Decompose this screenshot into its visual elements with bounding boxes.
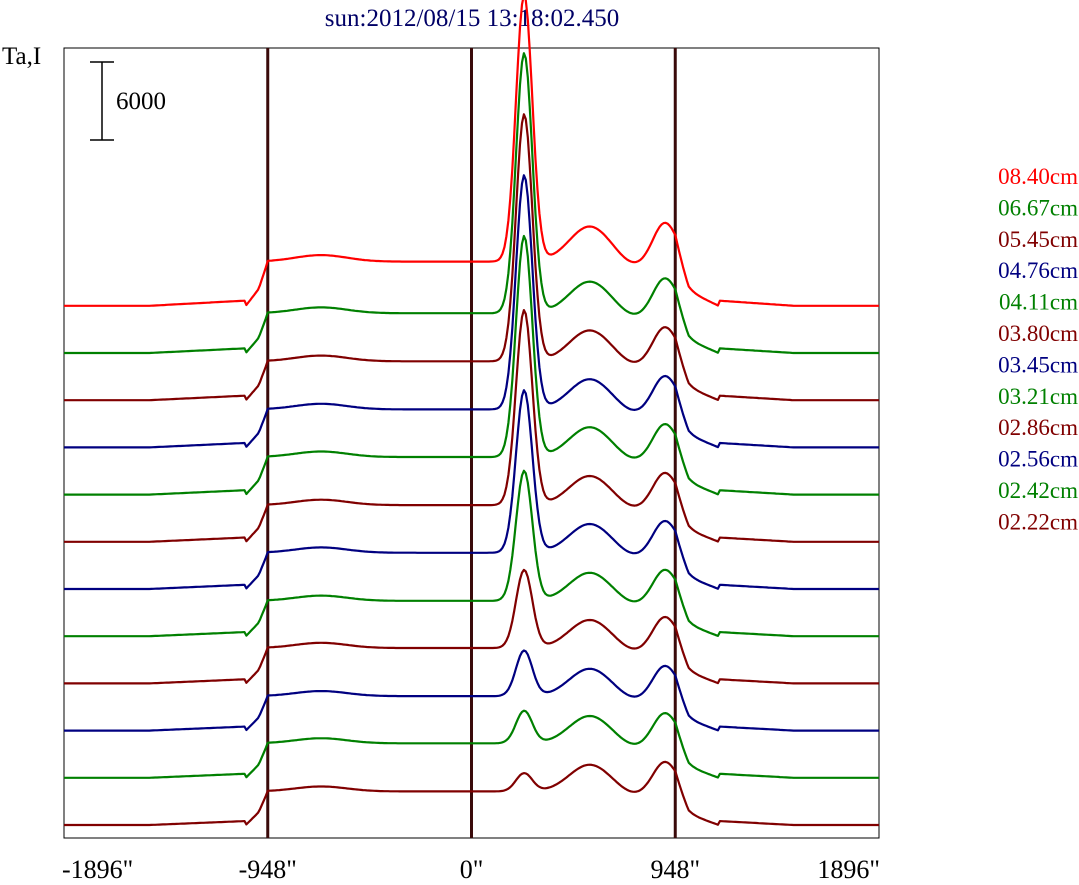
- series-line-11: [64, 760, 879, 827]
- y-axis-label: Ta,I: [2, 43, 41, 70]
- scale-bar: 6000: [90, 61, 166, 141]
- series-line-4: [64, 234, 879, 496]
- legend-entry-3: 04.76cm: [998, 258, 1078, 283]
- x-tick-label-1: -948": [239, 855, 297, 884]
- x-tick-label-2: 0": [460, 855, 484, 884]
- legend-entry-0: 08.40cm: [998, 164, 1078, 189]
- x-tick-label-3: 948": [650, 855, 700, 884]
- series-line-2: [64, 113, 879, 402]
- legend-entry-5: 03.80cm: [998, 321, 1078, 346]
- series-line-10: [64, 709, 879, 779]
- legend-entry-10: 02.42cm: [998, 478, 1078, 503]
- series-line-3: [64, 174, 879, 449]
- series-line-8: [64, 568, 879, 685]
- x-tick-label-0: -1896": [62, 855, 133, 884]
- x-tick-label-4: 1896": [817, 855, 880, 884]
- series-line-7: [64, 469, 879, 638]
- legend-entry-6: 03.45cm: [998, 352, 1078, 377]
- series-line-0: [64, 0, 879, 307]
- chart-title: sun:2012/08/15 13:18:02.450: [325, 5, 619, 32]
- legend-entry-7: 03.21cm: [998, 384, 1078, 409]
- scale-bar-label: 6000: [116, 88, 166, 115]
- series-line-5: [64, 309, 879, 543]
- legend-entry-2: 05.45cm: [998, 227, 1078, 252]
- legend-entry-11: 02.22cm: [998, 509, 1078, 534]
- series-line-6: [64, 389, 879, 591]
- legend-entry-1: 06.67cm: [998, 195, 1078, 220]
- legend-entry-8: 02.86cm: [998, 415, 1078, 440]
- legend-entry-4: 04.11cm: [999, 290, 1078, 315]
- legend-entry-9: 02.56cm: [998, 447, 1078, 472]
- series-line-9: [64, 649, 879, 732]
- series-line-1: [64, 52, 879, 355]
